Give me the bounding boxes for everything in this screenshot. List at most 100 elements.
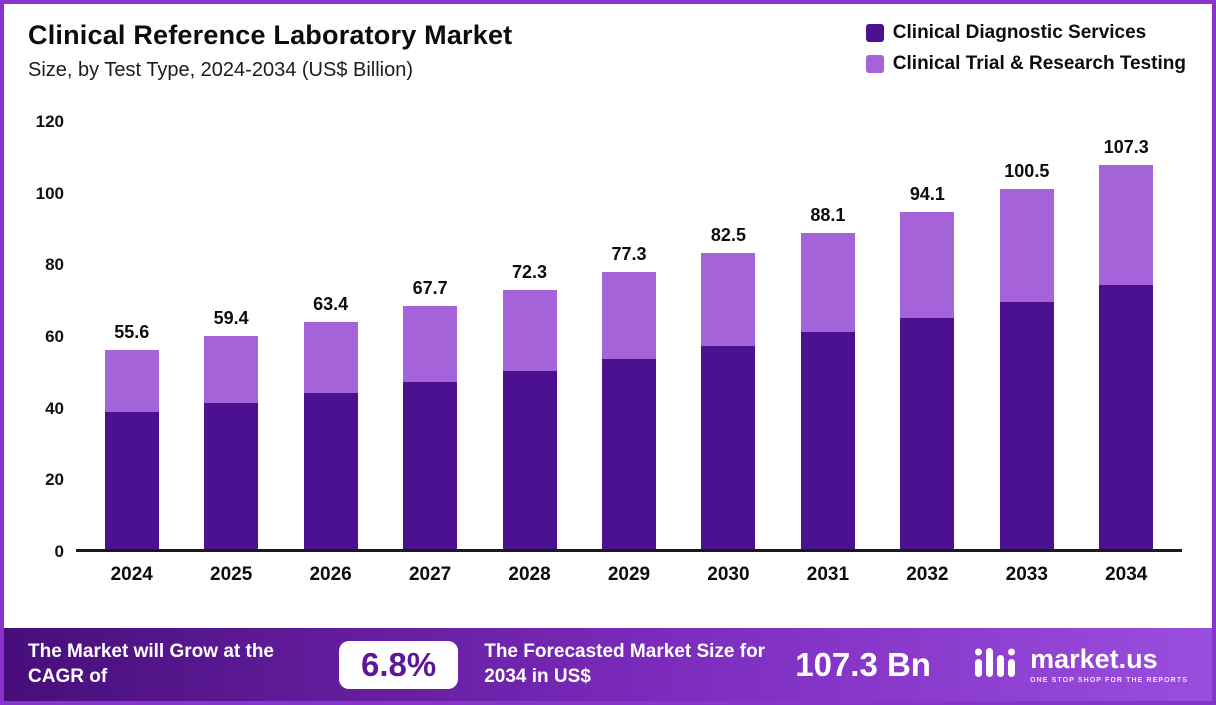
bar-segment-trial-research-testing xyxy=(1099,164,1154,285)
bar-stack xyxy=(601,272,656,549)
bar-segment-diagnostic-services xyxy=(303,393,358,549)
bar-total-label: 63.4 xyxy=(313,293,349,314)
bar-group: 72.3 xyxy=(480,262,579,549)
bar-group: 67.7 xyxy=(380,278,479,549)
bar-total-label: 82.5 xyxy=(710,225,746,246)
bar-stack xyxy=(502,289,557,549)
bar-total-label: 94.1 xyxy=(909,183,945,204)
x-tick-label: 2024 xyxy=(110,564,153,585)
bar-stack xyxy=(204,336,259,549)
bar-total-label: 67.7 xyxy=(412,278,448,299)
bar-stack xyxy=(303,321,358,549)
title-block: Clinical Reference Laboratory Market Siz… xyxy=(28,20,512,82)
x-tick-label: 2030 xyxy=(707,564,750,585)
bar-segment-diagnostic-services xyxy=(999,301,1054,549)
y-tick-label: 0 xyxy=(54,542,64,561)
bar-group: 59.4 xyxy=(181,308,280,549)
x-tick-label: 2034 xyxy=(1105,564,1148,585)
bar-total-label: 88.1 xyxy=(810,205,846,226)
bar-segment-trial-research-testing xyxy=(104,349,159,413)
x-tick-label: 2025 xyxy=(210,564,253,585)
x-tick-label: 2026 xyxy=(309,564,352,585)
bar-stack xyxy=(999,188,1054,549)
bar-segment-trial-research-testing xyxy=(701,253,756,346)
bar-segment-diagnostic-services xyxy=(601,358,656,549)
legend-swatch-icon xyxy=(865,55,884,73)
x-tick-label: 2028 xyxy=(508,564,551,585)
bar-group: 100.5 xyxy=(977,161,1076,549)
bar-segment-trial-research-testing xyxy=(502,289,557,371)
chart-title: Clinical Reference Laboratory Market xyxy=(28,20,513,50)
legend-label: Clinical Trial & Research Testing xyxy=(892,53,1186,74)
brand-logo: market.us ONE STOP SHOP FOR THE REPORTS xyxy=(975,645,1188,684)
bar-total-label: 100.5 xyxy=(1004,160,1050,181)
bar-total-label: 107.3 xyxy=(1103,136,1149,157)
bar-segment-diagnostic-services xyxy=(204,402,259,549)
bar-segment-trial-research-testing xyxy=(204,336,259,403)
x-tick-label: 2032 xyxy=(906,564,949,585)
bar-total-label: 77.3 xyxy=(611,244,647,265)
chart-subtitle: Size, by Test Type, 2024-2034 (US$ Billi… xyxy=(28,59,414,81)
y-tick-label: 60 xyxy=(45,327,64,346)
bar-segment-trial-research-testing xyxy=(303,321,358,394)
bar-group: 55.6 xyxy=(82,322,181,549)
market-us-icon xyxy=(975,645,1019,684)
y-tick-label: 80 xyxy=(45,255,64,275)
bar-segment-trial-research-testing xyxy=(999,188,1054,302)
bar-group: 82.5 xyxy=(679,225,778,549)
bar-segment-diagnostic-services xyxy=(1099,284,1154,549)
y-tick-label: 100 xyxy=(35,183,64,203)
bar-segment-trial-research-testing xyxy=(800,233,855,333)
bar-group: 63.4 xyxy=(281,294,380,549)
bar-stack xyxy=(900,211,955,549)
bar-group: 88.1 xyxy=(778,205,877,549)
bar-stack xyxy=(800,233,855,549)
bar-total-label: 55.6 xyxy=(114,321,150,342)
chart-header: Clinical Reference Laboratory Market Siz… xyxy=(4,4,1212,82)
y-axis: 120 100 80 60 40 20 0 xyxy=(18,112,76,561)
footer-banner: The Market will Grow at the CAGR of 6.8%… xyxy=(4,628,1212,701)
bar-group: 94.1 xyxy=(878,184,977,549)
bar-stack xyxy=(403,306,458,549)
legend-swatch-icon xyxy=(865,24,884,42)
forecast-text: The Forecasted Market Size for 2034 in U… xyxy=(484,640,766,687)
stacked-bar-chart: 120 100 80 60 40 20 0 55.6 59.4 63.4 67.7 72.3 77.3… xyxy=(18,112,1182,561)
x-tick-label: 2031 xyxy=(806,564,850,585)
brand-name: market.us xyxy=(1030,643,1158,674)
legend-label: Clinical Diagnostic Services xyxy=(892,22,1147,43)
bar-segment-trial-research-testing xyxy=(900,211,955,318)
plot-area: 55.6 59.4 63.4 67.7 72.3 77.3 82.5 88.1 94.1 100.… xyxy=(76,122,1182,552)
legend: Clinical Diagnostic Services Clinical Tri… xyxy=(865,22,1186,75)
bar-segment-trial-research-testing xyxy=(601,272,656,359)
bar-total-label: 72.3 xyxy=(512,261,548,282)
bar-segment-diagnostic-services xyxy=(701,345,756,549)
bar-stack xyxy=(1099,164,1154,549)
x-tick-label: 2027 xyxy=(408,564,452,585)
x-tick-label: 2029 xyxy=(607,564,651,585)
x-axis: 2024 2025 2026 2027 2028 2029 2030 2031 2032 2033… xyxy=(18,552,1182,586)
y-tick-label: 20 xyxy=(45,470,64,490)
bar-segment-diagnostic-services xyxy=(104,412,159,549)
bar-segment-trial-research-testing xyxy=(403,306,458,383)
bar-stack xyxy=(701,253,756,549)
x-tick-label: 2033 xyxy=(1005,564,1048,585)
bar-group: 77.3 xyxy=(579,244,678,549)
forecast-value: 107.3 Bn xyxy=(795,645,931,683)
bar-group: 107.3 xyxy=(1077,137,1176,549)
bar-segment-diagnostic-services xyxy=(800,332,855,549)
y-tick-label: 120 xyxy=(35,112,64,131)
brand-text: market.us ONE STOP SHOP FOR THE REPORTS xyxy=(1030,643,1188,684)
bar-total-label: 59.4 xyxy=(213,308,249,329)
bar-segment-diagnostic-services xyxy=(900,317,955,549)
bar-segment-diagnostic-services xyxy=(403,382,458,549)
cagr-text: The Market will Grow at the CAGR of xyxy=(28,640,274,687)
y-tick-label: 40 xyxy=(45,398,64,418)
x-axis-labels: 2024 2025 2026 2027 2028 2029 2030 2031 2032 2033… xyxy=(76,552,1182,586)
brand-tagline: ONE STOP SHOP FOR THE REPORTS xyxy=(1030,676,1188,684)
legend-item: Clinical Diagnostic Services xyxy=(865,22,1186,44)
bar-stack xyxy=(104,349,159,549)
legend-item: Clinical Trial & Research Testing xyxy=(865,53,1186,75)
bar-segment-diagnostic-services xyxy=(502,370,557,549)
x-axis-spacer xyxy=(18,552,76,586)
